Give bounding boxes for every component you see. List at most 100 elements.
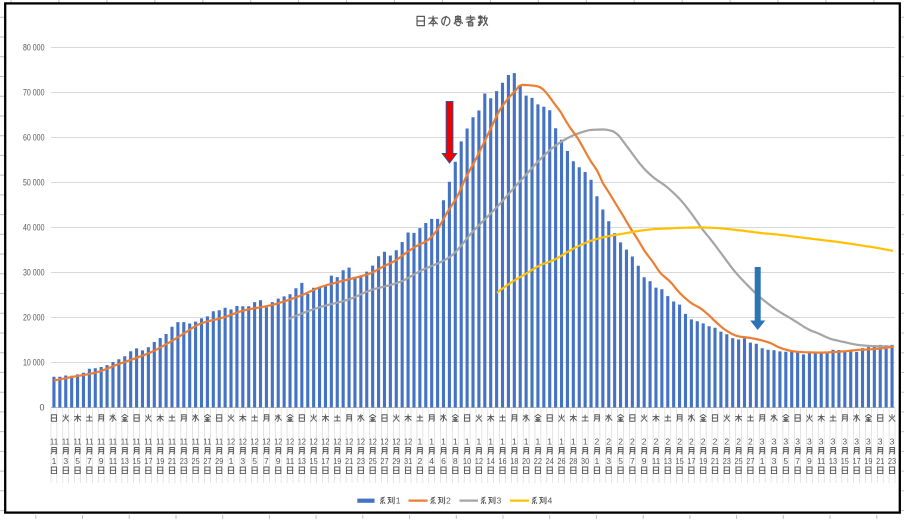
svg-text:2: 2 xyxy=(724,436,729,446)
svg-text:12: 12 xyxy=(251,436,259,446)
svg-text:19: 19 xyxy=(864,456,872,466)
svg-text:15: 15 xyxy=(676,456,684,466)
svg-text:11: 11 xyxy=(180,436,188,446)
svg-text:11: 11 xyxy=(85,436,93,446)
svg-text:12: 12 xyxy=(286,436,294,446)
svg-text:2: 2 xyxy=(446,496,451,506)
svg-text:26: 26 xyxy=(557,456,565,466)
svg-text:5: 5 xyxy=(75,456,80,466)
svg-text:8: 8 xyxy=(453,456,458,466)
svg-text:17: 17 xyxy=(144,456,152,466)
svg-text:5: 5 xyxy=(252,456,257,466)
svg-text:22: 22 xyxy=(534,456,542,466)
svg-text:9: 9 xyxy=(642,456,647,466)
svg-text:3: 3 xyxy=(842,436,847,446)
svg-text:15: 15 xyxy=(841,456,849,466)
svg-text:13: 13 xyxy=(664,456,672,466)
svg-text:10 000: 10 000 xyxy=(23,358,45,368)
svg-text:2: 2 xyxy=(713,436,718,446)
svg-text:16: 16 xyxy=(498,456,506,466)
svg-text:3: 3 xyxy=(606,456,611,466)
svg-text:1: 1 xyxy=(229,456,234,466)
svg-text:29: 29 xyxy=(392,456,400,466)
svg-text:2: 2 xyxy=(701,436,706,446)
svg-text:1: 1 xyxy=(418,436,423,446)
svg-text:11: 11 xyxy=(50,436,58,446)
svg-text:2: 2 xyxy=(689,436,694,446)
svg-text:3: 3 xyxy=(783,436,788,446)
svg-text:28: 28 xyxy=(569,456,577,466)
svg-text:12: 12 xyxy=(380,436,388,446)
svg-text:7: 7 xyxy=(630,456,635,466)
svg-text:12: 12 xyxy=(239,436,247,446)
svg-text:1: 1 xyxy=(453,436,458,446)
svg-text:3: 3 xyxy=(866,436,871,446)
svg-text:3: 3 xyxy=(772,456,777,466)
svg-text:12: 12 xyxy=(262,436,270,446)
svg-text:24: 24 xyxy=(546,456,554,466)
svg-text:3: 3 xyxy=(854,436,859,446)
svg-text:25: 25 xyxy=(369,456,377,466)
svg-text:11: 11 xyxy=(133,436,141,446)
svg-text:1: 1 xyxy=(500,436,505,446)
svg-text:3: 3 xyxy=(878,436,883,446)
svg-text:2: 2 xyxy=(642,436,647,446)
svg-text:1: 1 xyxy=(512,436,517,446)
svg-text:3: 3 xyxy=(772,436,777,446)
svg-text:5: 5 xyxy=(618,456,623,466)
svg-text:3: 3 xyxy=(760,436,765,446)
svg-text:60 000: 60 000 xyxy=(23,133,45,143)
svg-text:13: 13 xyxy=(829,456,837,466)
svg-text:25: 25 xyxy=(192,456,200,466)
svg-text:11: 11 xyxy=(817,456,825,466)
svg-text:50 000: 50 000 xyxy=(23,178,45,188)
svg-text:3: 3 xyxy=(240,456,245,466)
svg-text:1: 1 xyxy=(477,436,482,446)
svg-text:23: 23 xyxy=(888,456,896,466)
svg-text:27: 27 xyxy=(380,456,388,466)
svg-text:12: 12 xyxy=(392,436,400,446)
svg-text:2: 2 xyxy=(748,436,753,446)
svg-text:1: 1 xyxy=(571,436,576,446)
svg-text:80 000: 80 000 xyxy=(23,43,45,53)
svg-text:2: 2 xyxy=(677,436,682,446)
svg-text:3: 3 xyxy=(63,456,68,466)
svg-text:29: 29 xyxy=(215,456,223,466)
svg-text:2: 2 xyxy=(665,436,670,446)
svg-text:3: 3 xyxy=(890,436,895,446)
svg-text:9: 9 xyxy=(99,456,104,466)
svg-text:3: 3 xyxy=(831,436,836,446)
svg-text:1: 1 xyxy=(595,456,600,466)
svg-text:12: 12 xyxy=(321,436,329,446)
svg-text:11: 11 xyxy=(109,456,117,466)
svg-text:17: 17 xyxy=(853,456,861,466)
svg-text:11: 11 xyxy=(121,436,129,446)
svg-text:18: 18 xyxy=(510,456,518,466)
svg-text:14: 14 xyxy=(487,456,495,466)
svg-text:11: 11 xyxy=(286,456,294,466)
svg-text:11: 11 xyxy=(74,436,82,446)
svg-text:12: 12 xyxy=(475,456,483,466)
svg-text:11: 11 xyxy=(156,436,164,446)
svg-text:1: 1 xyxy=(559,436,564,446)
svg-text:19: 19 xyxy=(156,456,164,466)
svg-text:11: 11 xyxy=(97,436,105,446)
svg-text:12: 12 xyxy=(357,436,365,446)
svg-text:31: 31 xyxy=(404,456,412,466)
svg-text:30: 30 xyxy=(581,456,589,466)
svg-text:17: 17 xyxy=(687,456,695,466)
svg-text:2: 2 xyxy=(618,436,623,446)
svg-text:2: 2 xyxy=(630,436,635,446)
svg-text:2: 2 xyxy=(654,436,659,446)
svg-text:11: 11 xyxy=(203,436,211,446)
svg-text:1: 1 xyxy=(441,436,446,446)
svg-text:1: 1 xyxy=(524,436,529,446)
svg-text:27: 27 xyxy=(203,456,211,466)
svg-text:9: 9 xyxy=(276,456,281,466)
svg-text:12: 12 xyxy=(298,436,306,446)
svg-text:11: 11 xyxy=(62,436,70,446)
svg-text:7: 7 xyxy=(87,456,92,466)
svg-text:1: 1 xyxy=(52,456,57,466)
svg-text:12: 12 xyxy=(333,436,341,446)
svg-text:70 000: 70 000 xyxy=(23,88,45,98)
